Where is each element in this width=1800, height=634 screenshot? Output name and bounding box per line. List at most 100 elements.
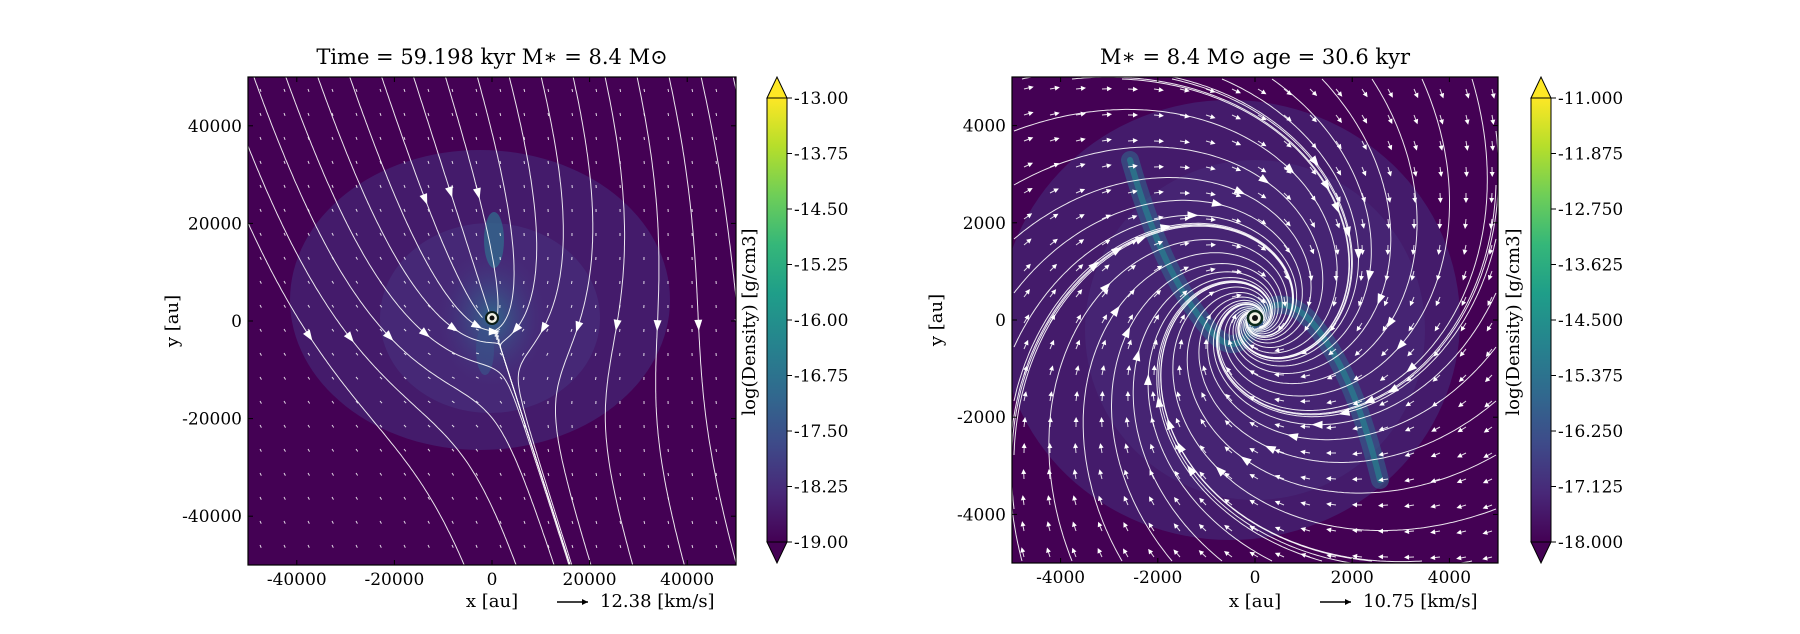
velocity-vector [547, 281, 548, 284]
velocity-vector [500, 137, 501, 140]
colorbar-tick-label: -18.000 [1558, 533, 1623, 553]
velocity-vector [644, 113, 645, 116]
y-tick-label: -40000 [182, 507, 242, 527]
velocity-vector [716, 113, 717, 116]
velocity-vector [716, 89, 717, 92]
velocity-vector [692, 521, 693, 524]
colorbar-tick-label: -11.000 [1558, 89, 1623, 109]
velocity-vector [595, 353, 596, 356]
colorbar-tick-label: -12.750 [1558, 200, 1623, 220]
colorbar-tick-label: -17.50 [794, 422, 848, 442]
x-tick-label: -2000 [1133, 568, 1182, 588]
colorbar-tick-label: -16.00 [794, 311, 848, 331]
velocity-vector [668, 497, 669, 500]
velocity-vector [692, 113, 693, 116]
velocity-vector [644, 497, 645, 500]
velocity-vector [716, 449, 717, 452]
y-tick-label: -2000 [957, 408, 1006, 428]
velocity-vector [524, 89, 525, 92]
colorbar-tick-label: -14.50 [794, 200, 848, 220]
left-star-marker [486, 312, 498, 324]
right-colorbar: -18.000 -17.125 -16.250 -15.375 -14.500 -13.6… [1503, 77, 1623, 563]
x-tick-label: 40000 [660, 570, 714, 590]
velocity-vector [620, 89, 621, 92]
velocity-vector [596, 89, 597, 92]
left-panel-title: Time = 59.198 kyr M∗ = 8.4 M⊙ [316, 45, 667, 69]
velocity-vector [572, 473, 573, 476]
velocity-vector [548, 449, 549, 452]
y-tick-label: 2000 [963, 214, 1006, 234]
velocity-vector [620, 497, 621, 500]
left-x-axis-label: x [au] [466, 591, 518, 612]
velocity-vector [620, 521, 621, 524]
colorbar-tick-label: -14.500 [1558, 311, 1623, 331]
velocity-vector [572, 113, 573, 116]
y-tick-label: 4000 [963, 117, 1006, 137]
velocity-vector [596, 113, 597, 116]
right-panel: M∗ = 8.4 M⊙ age = 30.6 kyr -4000 -2000 0 20… [926, 45, 1623, 612]
right-panel-title: M∗ = 8.4 M⊙ age = 30.6 kyr [1100, 45, 1411, 69]
left-density-map [188, 72, 816, 575]
velocity-vector [692, 89, 693, 92]
colorbar-tick-label: -16.75 [794, 367, 848, 387]
velocity-vector [620, 473, 621, 476]
left-colorbar-ticks: -19.00-18.25-17.50-16.75-16.00-15.25-14.… [787, 89, 848, 553]
velocity-vector [500, 209, 501, 212]
y-tick-label: 40000 [188, 117, 242, 137]
velocity-vector [668, 113, 669, 116]
velocity-vector [524, 401, 525, 404]
colorbar-tick-label: -15.25 [794, 256, 848, 276]
velocity-vector [668, 89, 669, 92]
x-tick-label: 0 [1250, 568, 1261, 588]
velocity-vector [548, 137, 549, 140]
y-tick-label: -4000 [957, 505, 1006, 525]
left-colorbar-label: log(Density) [g/cm3] [739, 228, 760, 415]
colorbar-tick-label: -17.125 [1558, 478, 1623, 498]
right-quiver-key-label: 10.75 [km/s] [1363, 591, 1478, 612]
velocity-vector [644, 89, 645, 92]
velocity-vector [524, 161, 525, 164]
colorbar-tick-label: -16.250 [1558, 422, 1623, 442]
colorbar-tick-label: -13.00 [794, 89, 848, 109]
velocity-vector [716, 137, 717, 140]
velocity-vector [692, 473, 693, 476]
velocity-vector [548, 113, 549, 116]
velocity-vector [596, 473, 597, 476]
velocity-vector [644, 473, 645, 476]
y-tick-label: -20000 [182, 410, 242, 430]
y-tick-label: 20000 [188, 214, 242, 234]
velocity-vector [668, 473, 669, 476]
colorbar-tick-label: -13.625 [1558, 256, 1623, 276]
velocity-vector [716, 521, 717, 524]
x-tick-label: 20000 [563, 570, 617, 590]
x-tick-label: 0 [487, 570, 498, 590]
x-tick-label: -20000 [364, 570, 424, 590]
velocity-vector [692, 137, 693, 140]
left-colorbar: -19.00-18.25-17.50-16.75-16.00-15.25-14.… [739, 77, 848, 563]
colorbar-tick-label: -11.875 [1558, 145, 1623, 165]
velocity-vector [524, 137, 525, 140]
velocity-vector [500, 185, 501, 188]
right-x-axis-label: x [au] [1229, 591, 1281, 612]
y-tick-label: 0 [231, 312, 242, 332]
x-tick-label: 4000 [1428, 568, 1471, 588]
colorbar-tick-label: -19.00 [794, 533, 848, 553]
x-tick-label: 2000 [1331, 568, 1374, 588]
velocity-vector [500, 161, 501, 164]
right-quiver-key: 10.75 [km/s] [1320, 591, 1478, 612]
left-panel: Time = 59.198 kyr M∗ = 8.4 M⊙ -40000 -200… [162, 45, 848, 612]
velocity-vector [620, 113, 621, 116]
left-quiver-key-label: 12.38 [km/s] [600, 591, 715, 612]
velocity-vector [716, 497, 717, 500]
velocity-vector [548, 89, 549, 92]
right-y-axis-label: y [au] [926, 294, 947, 347]
x-tick-label: -40000 [267, 570, 327, 590]
left-y-axis-label: y [au] [162, 295, 183, 348]
velocity-vector [524, 113, 525, 116]
velocity-vector [595, 305, 596, 308]
colorbar-tick-label: -13.75 [794, 145, 848, 165]
right-colorbar-label: log(Density) [g/cm3] [1503, 228, 1524, 415]
colorbar-tick-label: -15.375 [1558, 367, 1623, 387]
velocity-vector [668, 521, 669, 524]
